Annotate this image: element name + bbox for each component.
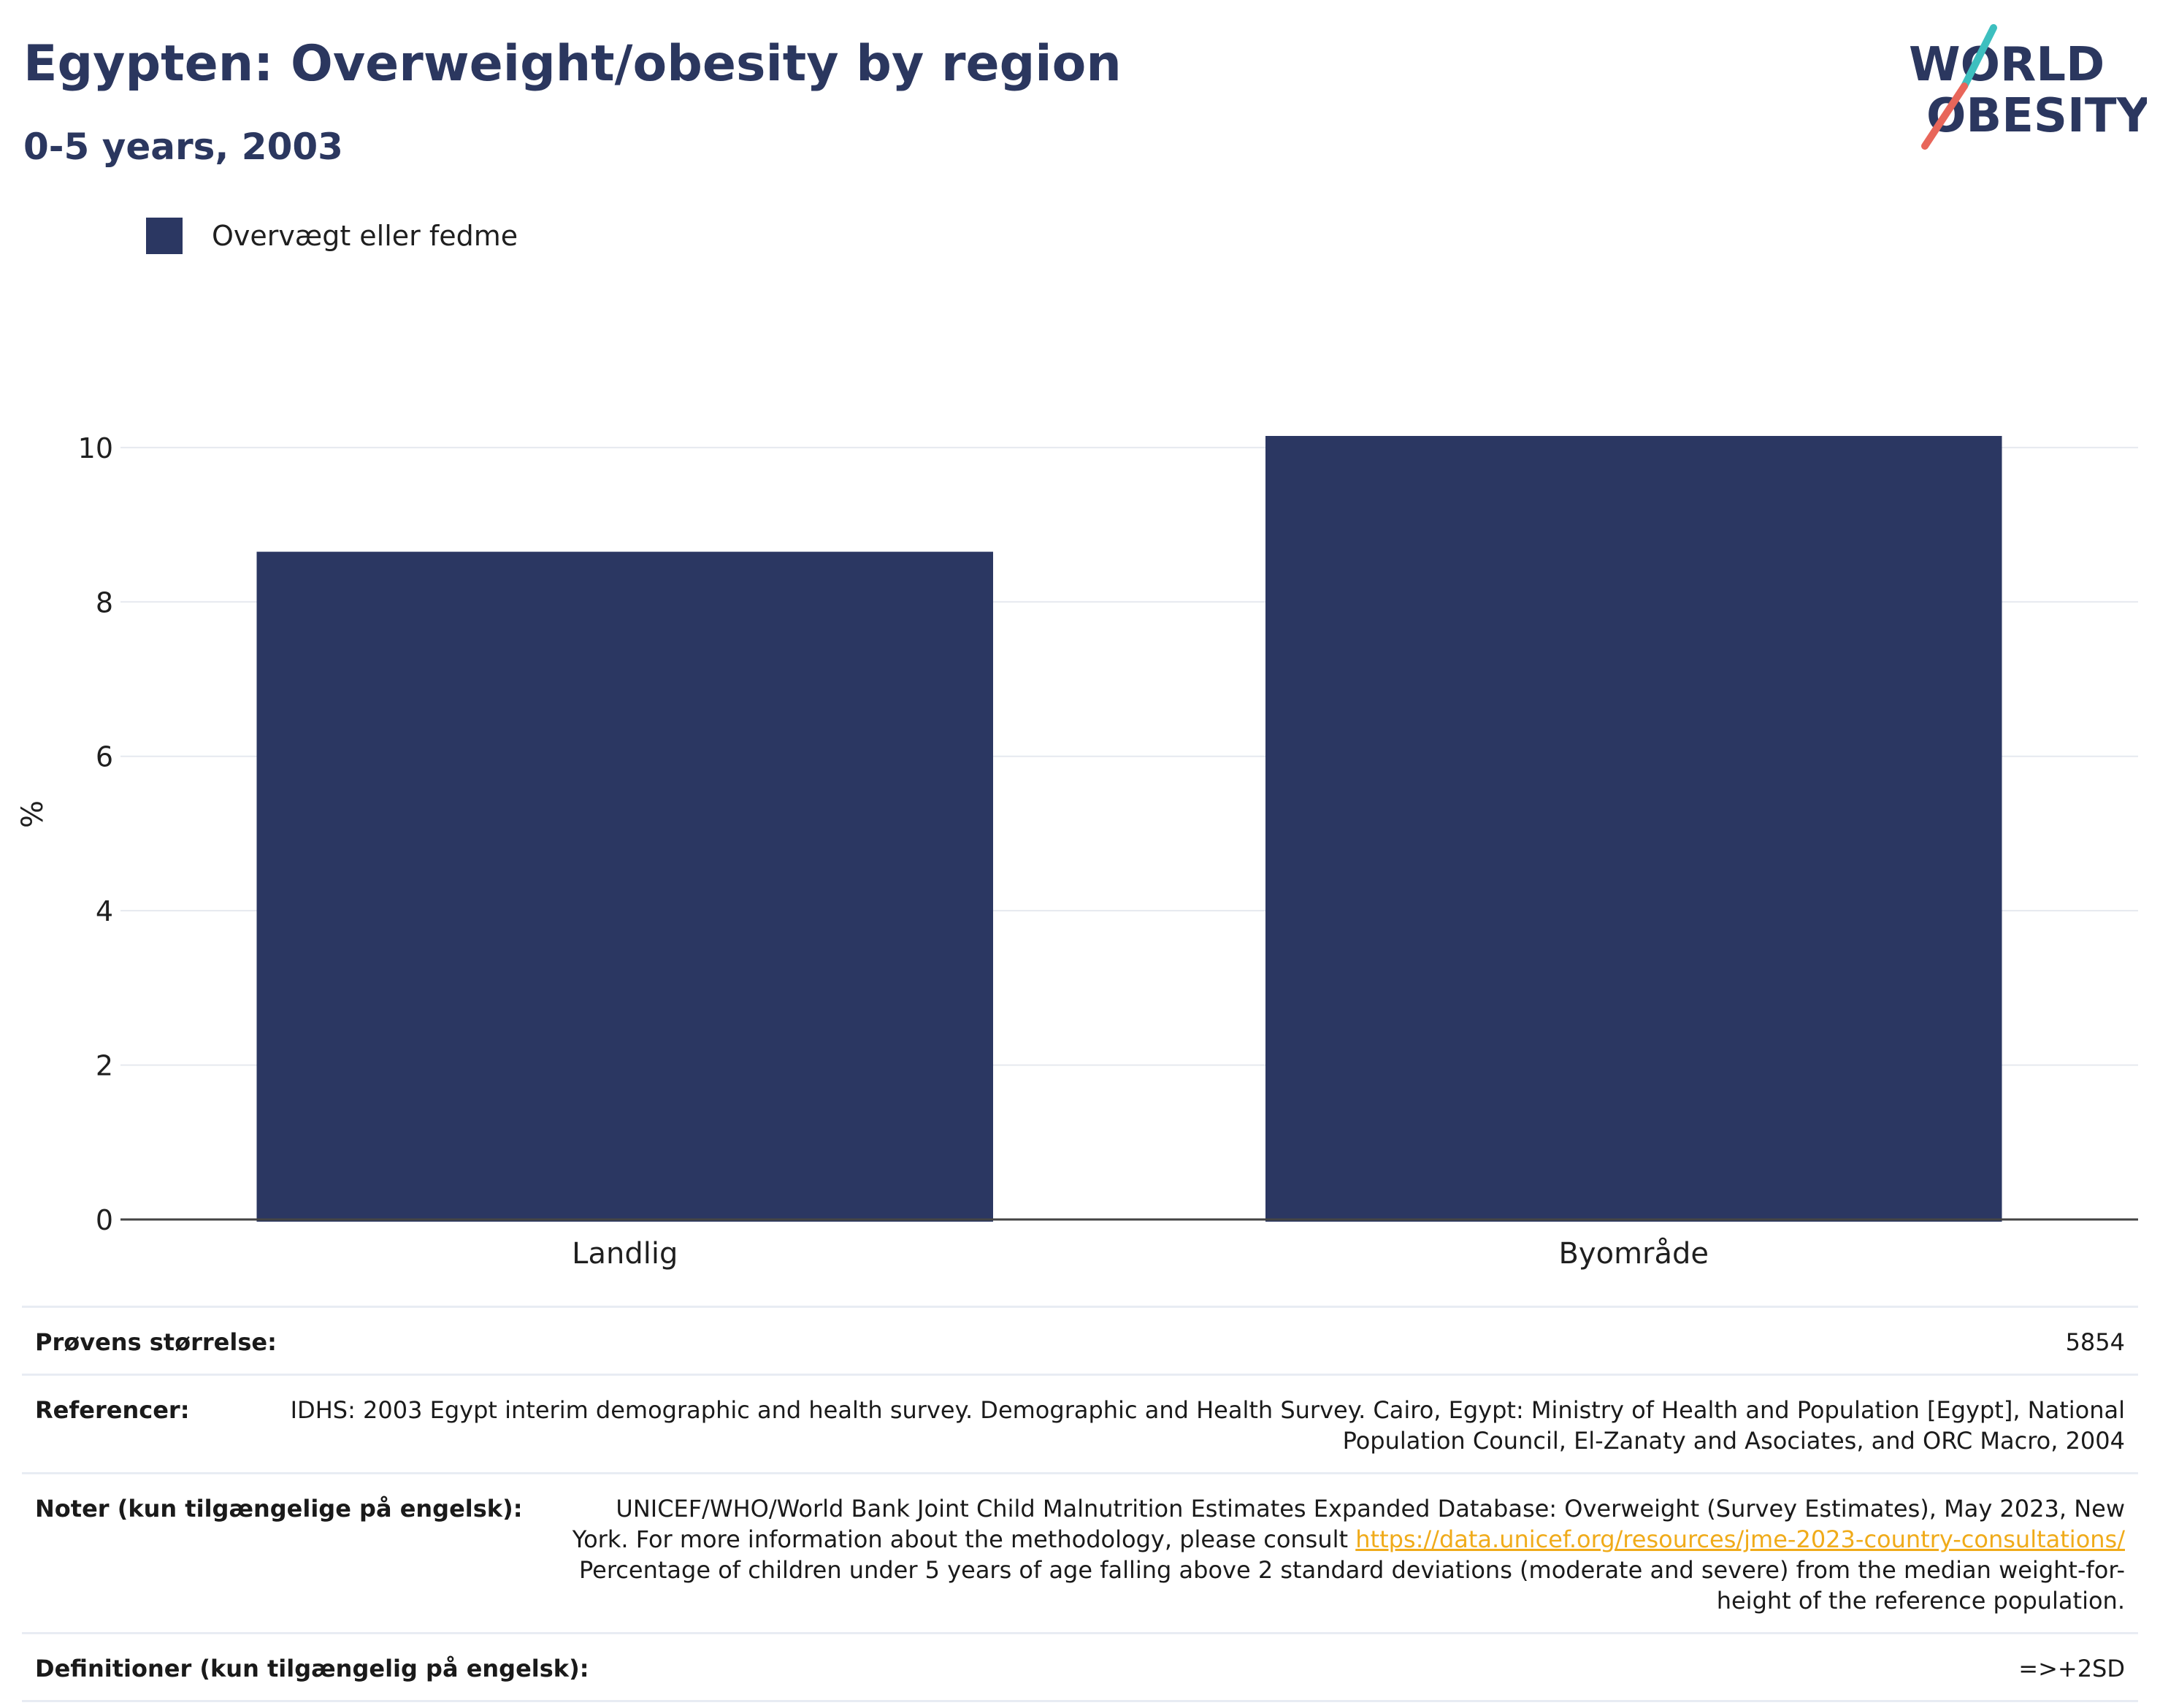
bar-0 xyxy=(256,551,993,1222)
references-row: Referencer: IDHS: 2003 Egypt interim dem… xyxy=(22,1374,2138,1472)
logo-slash-red-icon xyxy=(1921,83,1968,150)
references-label: Referencer: xyxy=(35,1396,190,1424)
sample-size-row: Prøvens størrelse: 5854 xyxy=(22,1306,2138,1374)
bar-1 xyxy=(1265,436,2002,1222)
notes-text-after: Percentage of children under 5 years of … xyxy=(579,1556,2125,1615)
x-tick-label: Byområde xyxy=(1558,1237,1709,1271)
world-obesity-logo: WORLD OBESITY xyxy=(1909,24,2147,150)
x-axis-ticks: Landlig Byområde xyxy=(572,1237,1709,1271)
y-axis-label: % xyxy=(16,800,50,828)
y-tick-label: 10 xyxy=(78,432,113,464)
y-axis-ticks: 0 2 4 6 8 10 xyxy=(78,432,113,1236)
bar-chart: 0 2 4 6 8 10 Landlig Byområde % xyxy=(16,432,2138,1271)
definitions-value: =>+2SD xyxy=(2018,1655,2125,1682)
legend-label: Overvægt eller fedme xyxy=(212,220,518,252)
y-tick-label: 4 xyxy=(96,895,113,927)
y-tick-label: 0 xyxy=(96,1204,113,1236)
logo-line2: OBESITY xyxy=(1926,89,2147,143)
chart-legend[interactable]: Overvægt eller fedme xyxy=(146,218,518,254)
x-tick-label: Landlig xyxy=(572,1237,678,1271)
logo-slash-teal-icon xyxy=(1961,24,1997,90)
legend-swatch xyxy=(146,218,183,254)
bars xyxy=(256,436,2002,1222)
y-tick-label: 6 xyxy=(96,741,113,773)
definitions-row: Definitioner (kun tilgængelig på engelsk… xyxy=(22,1632,2138,1702)
sample-size-value: 5854 xyxy=(2065,1328,2125,1356)
logo-line1: WORLD xyxy=(1909,38,2105,92)
references-value: IDHS: 2003 Egypt interim demographic and… xyxy=(290,1396,2125,1455)
notes-row: Noter (kun tilgængelige på engelsk): UNI… xyxy=(22,1472,2138,1632)
notes-value: UNICEF/WHO/World Bank Joint Child Malnut… xyxy=(567,1493,2125,1616)
definitions-label: Definitioner (kun tilgængelig på engelsk… xyxy=(35,1655,589,1682)
y-tick-label: 8 xyxy=(96,586,113,619)
chart-title: Egypten: Overweight/obesity by region xyxy=(23,35,1122,93)
metadata-table: Prøvens størrelse: 5854 Referencer: IDHS… xyxy=(22,1306,2138,1702)
y-tick-label: 2 xyxy=(96,1050,113,1082)
sample-size-label: Prøvens størrelse: xyxy=(35,1328,277,1356)
notes-link[interactable]: https://data.unicef.org/resources/jme-20… xyxy=(1355,1525,2125,1553)
notes-text-before: UNICEF/WHO/World Bank Joint Child Malnut… xyxy=(572,1495,2125,1553)
notes-label: Noter (kun tilgængelige på engelsk): xyxy=(35,1495,523,1523)
chart-subtitle: 0-5 years, 2003 xyxy=(23,126,343,168)
